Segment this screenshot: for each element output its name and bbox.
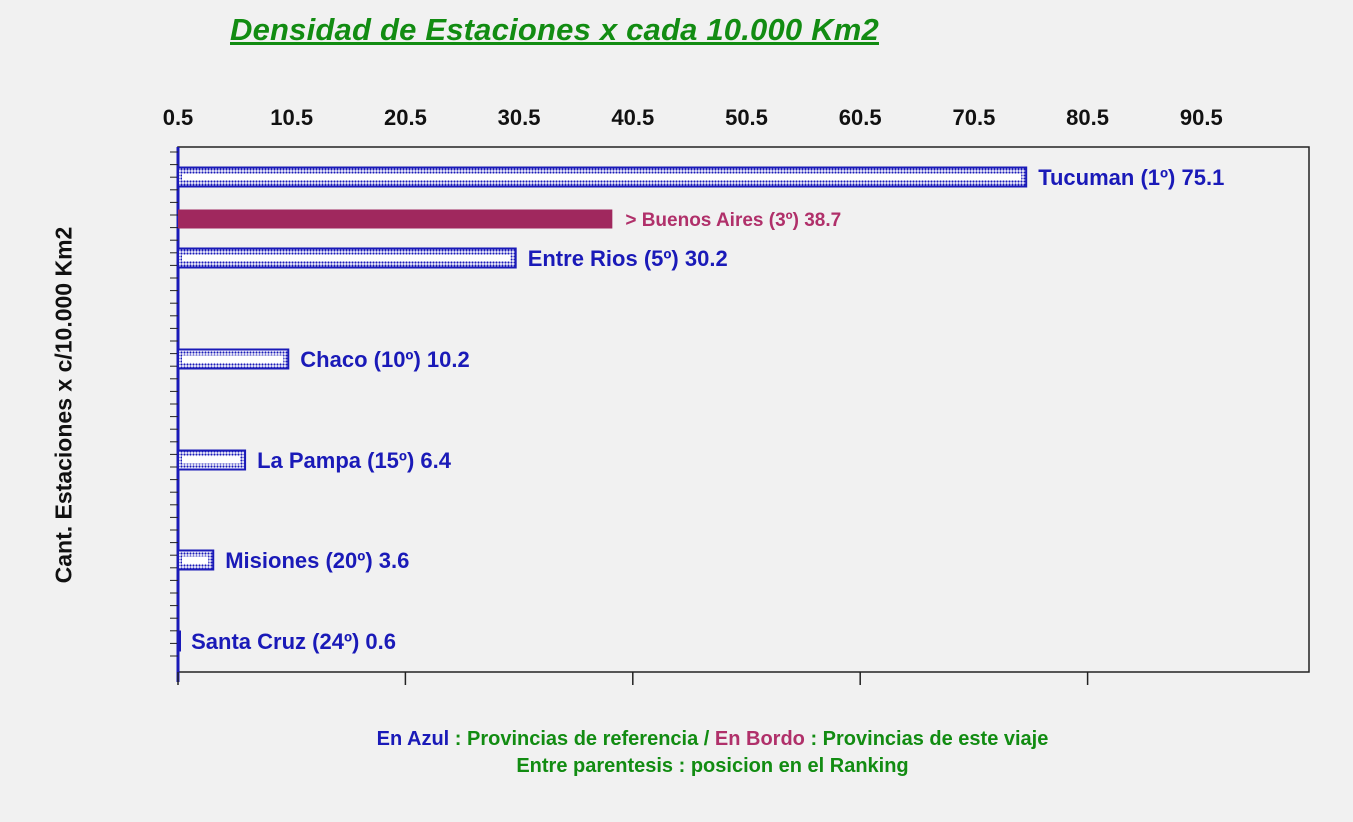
bar-inner xyxy=(182,355,284,363)
x-tick-label: 0.5 xyxy=(163,105,194,130)
x-tick-label: 20.5 xyxy=(384,105,427,130)
bar-label: Tucuman (1º) 75.1 xyxy=(1038,165,1224,190)
x-tick-label: 10.5 xyxy=(270,105,313,130)
bar-inner xyxy=(182,173,1022,181)
legend-text-bordo: En Bordo xyxy=(714,728,805,750)
bar-buenos-aires xyxy=(178,209,613,229)
bar-inner xyxy=(182,556,209,564)
x-tick-label: 80.5 xyxy=(1066,105,1109,130)
x-tick-label: 60.5 xyxy=(839,105,882,130)
chart-title: Densidad de Estaciones x cada 10.000 Km2 xyxy=(230,12,879,47)
bar-label: Santa Cruz (24º) 0.6 xyxy=(191,629,396,654)
x-tick-label: 70.5 xyxy=(952,105,995,130)
legend-text-referencia: : Provincias de referencia / xyxy=(449,728,715,750)
x-tick-label: 50.5 xyxy=(725,105,768,130)
x-tick-label: 30.5 xyxy=(498,105,541,130)
bar-label: La Pampa (15º) 6.4 xyxy=(257,448,452,473)
bar xyxy=(177,630,181,652)
x-tick-label: 90.5 xyxy=(1180,105,1223,130)
bar-label: Entre Rios (5º) 30.2 xyxy=(528,246,728,271)
legend-text-azul: En Azul xyxy=(376,728,450,750)
legend-line-1: En Azul : Provincias de referencia / En … xyxy=(0,728,1353,751)
legend-text-viaje: : Provincias de este viaje xyxy=(804,728,1049,750)
x-tick-label: 40.5 xyxy=(611,105,654,130)
bar-label: Chaco (10º) 10.2 xyxy=(300,347,469,372)
bar-label: > Buenos Aires (3º) 38.7 xyxy=(625,210,841,231)
bar-inner xyxy=(182,254,511,262)
legend-line-2: Entre parentesis : posicion en el Rankin… xyxy=(516,755,909,777)
bar-label: Misiones (20º) 3.6 xyxy=(225,548,409,573)
bar-inner xyxy=(182,456,241,464)
